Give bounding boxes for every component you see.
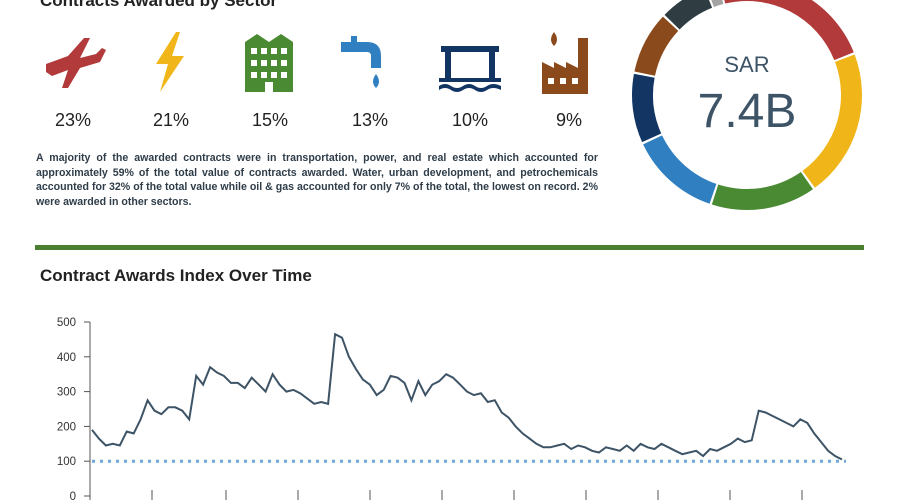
y-tick-label: 0 [70, 491, 76, 500]
sector-donut-chart: SAR 7.4B [632, 0, 862, 210]
sector-urban-development: 10% [425, 28, 515, 131]
sector-icons-row: 23% 21% 15% [28, 28, 618, 138]
sector-real-estate: 15% [225, 28, 315, 131]
donut-slice-2 [711, 172, 813, 210]
lightning-icon [156, 32, 184, 92]
donut-slice-3 [643, 135, 717, 204]
sector-percent: 9% [555, 110, 582, 130]
donut-slice-0 [724, 0, 854, 61]
sector-percent: 13% [351, 110, 389, 130]
series-line [91, 332, 843, 461]
donut-slice-7 [711, 0, 724, 8]
sector-percent: 21% [152, 110, 190, 130]
sector-summary-paragraph: A majority of the awarded contracts were… [36, 152, 598, 208]
sector-power: 21% [126, 28, 216, 131]
y-tick-label: 500 [57, 317, 76, 329]
y-tick-label: 300 [57, 387, 76, 399]
sector-transportation: 23% [28, 28, 118, 131]
section-divider [35, 245, 864, 250]
bridge-icon [439, 46, 501, 92]
y-tick-label: 400 [57, 352, 76, 364]
sector-percent: 10% [451, 110, 489, 130]
water-tap-icon [341, 36, 381, 88]
line-chart-title: Contract Awards Index Over Time [40, 266, 312, 285]
donut-slice-4 [632, 73, 662, 143]
donut-slice-5 [634, 16, 679, 76]
donut-currency-label: SAR [724, 52, 769, 77]
sector-percent: 15% [251, 110, 289, 130]
sector-section-title: Contracts Awarded by Sector [40, 0, 278, 10]
oil-factory-icon [542, 32, 588, 94]
sector-water: 13% [325, 28, 415, 131]
airplane-icon [46, 38, 106, 88]
sector-percent: 23% [54, 110, 92, 130]
sector-oil-gas: 9% [524, 28, 614, 131]
donut-total-value: 7.4B [698, 85, 797, 138]
donut-slice-6 [664, 0, 713, 30]
donut-slice-1 [802, 54, 862, 188]
y-tick-label: 200 [57, 421, 76, 433]
y-tick-label: 100 [57, 456, 76, 468]
contract-awards-line-chart: 0 100 200 300 400 500 [57, 317, 846, 500]
building-icon [245, 34, 293, 92]
